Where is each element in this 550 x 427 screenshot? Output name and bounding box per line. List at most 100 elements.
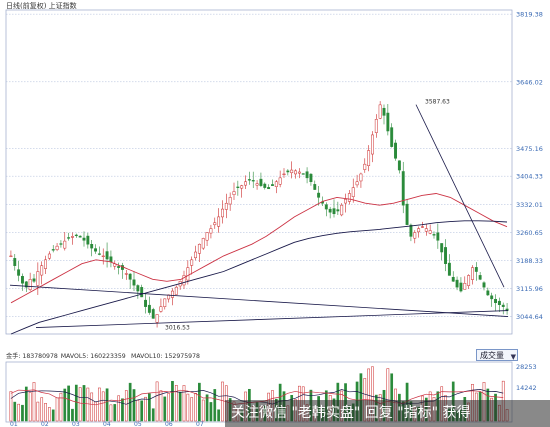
volume-bar (55, 397, 59, 422)
candle-body (171, 290, 174, 298)
main-plot-frame (5, 9, 513, 335)
candle-body (497, 300, 501, 305)
candle-body (428, 230, 432, 234)
candle-body (317, 192, 321, 198)
volume-bar (13, 401, 17, 422)
candle-body (417, 228, 421, 233)
candle-body (397, 160, 401, 171)
candle-body (59, 243, 63, 245)
candle-body (55, 245, 59, 250)
candle-body (351, 187, 355, 197)
ma-line (10, 193, 508, 304)
candle-body (494, 298, 497, 304)
candle-body (432, 234, 436, 236)
candle-body (401, 171, 405, 206)
candle-body (251, 180, 255, 182)
candle-body (294, 170, 297, 175)
candle-body (478, 275, 482, 280)
volume-bar (105, 388, 109, 422)
volume-bar (36, 401, 40, 422)
volume-bar (109, 404, 113, 422)
candle-body (151, 309, 155, 319)
candle-body (224, 202, 228, 210)
volume-y-ticks: 28253 14242 (516, 363, 537, 392)
volume-bar (71, 408, 74, 422)
candle-body (336, 209, 340, 212)
candle-body (244, 181, 247, 186)
candles (9, 101, 509, 328)
volume-bar (182, 385, 186, 422)
volume-bar (159, 390, 163, 422)
candle-body (490, 295, 494, 300)
x-tick-label: 03 (72, 421, 80, 427)
grid-lines (6, 13, 512, 317)
candle-body (313, 184, 317, 190)
candle-body (324, 204, 328, 210)
candle-body (128, 273, 132, 280)
volume-bar (17, 403, 20, 422)
candle-body (186, 267, 190, 281)
candle-body (271, 184, 274, 186)
candle-body (101, 255, 105, 257)
candle-body (194, 251, 197, 259)
candle-body (440, 243, 444, 253)
candle-body (9, 255, 13, 257)
volume-bar (67, 385, 70, 422)
candle-body (467, 275, 471, 286)
candle-body (459, 282, 463, 292)
candle-body (374, 119, 378, 133)
volume-legend-entry: 金手: 183780978 (6, 352, 58, 360)
volume-bar (44, 403, 47, 422)
y-tick-label: 3188.33 (516, 257, 543, 265)
indicator-select[interactable]: 成交量 ▼ (476, 349, 518, 361)
candle-body (413, 232, 417, 239)
volume-bar (171, 380, 174, 422)
candle-body (286, 170, 290, 173)
volume-y-tick-label: 14242 (516, 384, 537, 392)
candle-body (290, 169, 294, 174)
volume-bar (217, 409, 220, 422)
volume-bar (198, 382, 201, 422)
volume-bar (78, 387, 82, 422)
candle-body (390, 127, 394, 147)
x-tick-label: 02 (41, 421, 49, 427)
volume-bar (48, 407, 51, 422)
volume-bar (21, 404, 24, 422)
candle-body (394, 142, 397, 159)
volume-bar (63, 388, 67, 422)
candle-body (94, 248, 97, 252)
candle-body (378, 104, 382, 119)
candle-body (47, 253, 51, 259)
candle-body (36, 271, 40, 286)
x-tick-label: 01 (10, 421, 18, 427)
candle-body (144, 299, 147, 307)
candle-body (444, 247, 447, 264)
candle-body (155, 314, 159, 323)
volume-legend-entry: MAVOL10: 152975978 (131, 353, 200, 360)
candle-body (105, 251, 109, 260)
volume-bar (174, 385, 178, 422)
trend-line (35, 310, 509, 328)
candle-body (332, 208, 336, 215)
candle-body (132, 279, 136, 286)
candle-body (471, 267, 474, 280)
candle-body (82, 237, 86, 241)
x-axis-ticks: 01 02 03 04 05 06 07 (10, 421, 204, 427)
chart-title: 日线(前复权) 上证指数 (6, 1, 77, 10)
candle-body (278, 177, 282, 185)
candle-body (232, 191, 236, 195)
volume-legend-entry: MAVOL5: 160223359 (61, 353, 126, 360)
candle-body (140, 287, 144, 298)
candle-body (301, 173, 305, 175)
volume-bar (205, 394, 209, 422)
y-axis-ticks: 3819.38 3646.02 3475.16 3404.33 3332.01 3260.… (516, 11, 543, 321)
candle-body (421, 226, 424, 228)
candle-body (201, 238, 205, 249)
candle-body (328, 208, 332, 213)
candle-body (344, 199, 347, 204)
candle-body (267, 187, 271, 190)
watermark-text: 关注微信 "老韩实盘" 回复 "指标" 获得 (231, 405, 471, 421)
volume-bar (28, 392, 32, 422)
volume-bar (144, 396, 147, 422)
candle-body (228, 197, 232, 205)
